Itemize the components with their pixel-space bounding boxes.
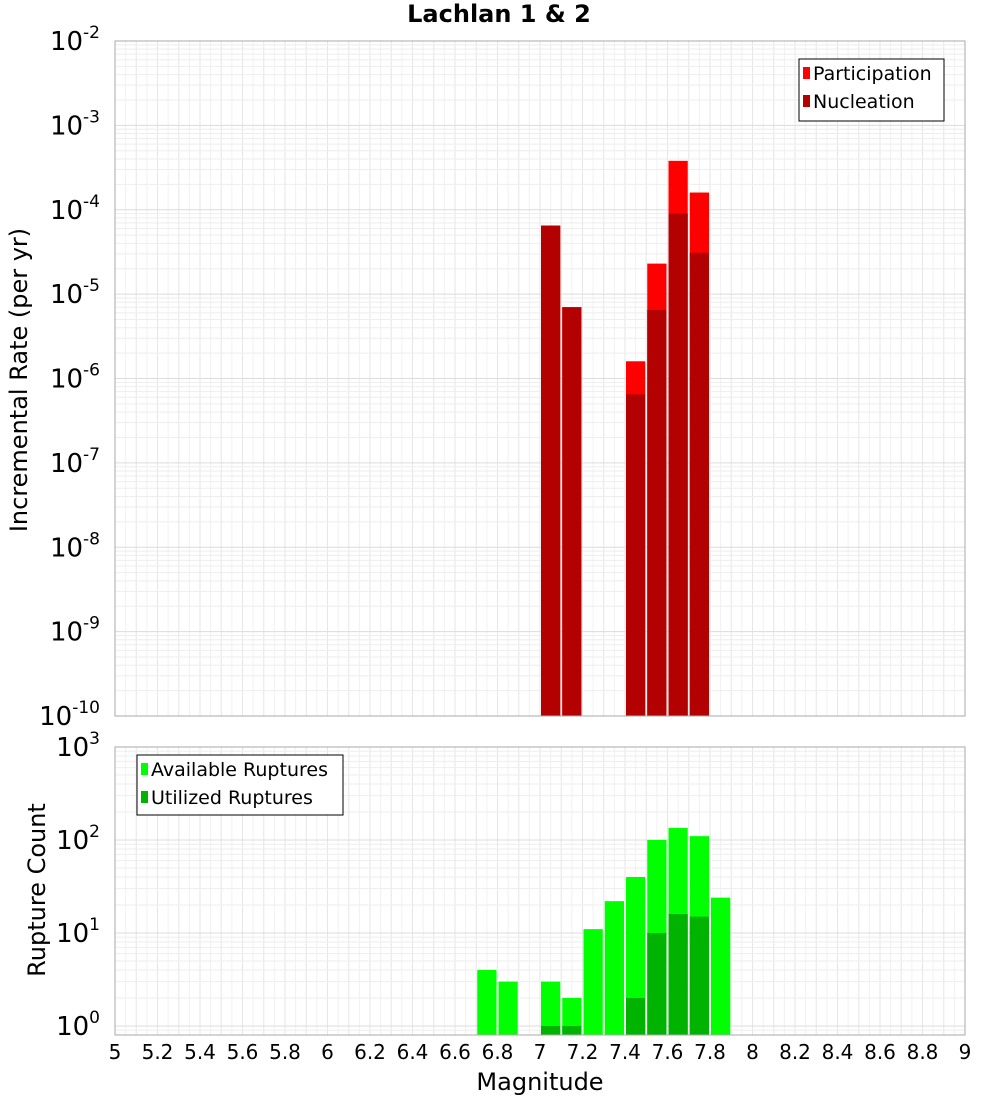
bar-nucleation — [647, 309, 667, 716]
bar-available-ruptures — [583, 929, 603, 1035]
bottom-y-axis-label: Rupture Count — [23, 803, 51, 977]
x-tick-label: 7.6 — [652, 1040, 684, 1064]
x-tick-label: 9 — [959, 1040, 972, 1064]
x-tick-label: 7 — [534, 1040, 547, 1064]
legend-label: Nucleation — [813, 91, 915, 113]
legend-swatch — [803, 67, 810, 79]
y-tick-label: 10-2 — [50, 23, 100, 57]
x-tick-label: 5 — [109, 1040, 122, 1064]
bar-nucleation — [562, 307, 582, 716]
bar-available-ruptures — [498, 981, 518, 1035]
bar-utilized-ruptures — [562, 1025, 582, 1035]
x-tick-label: 8.8 — [907, 1040, 939, 1064]
bar-nucleation — [668, 213, 688, 717]
y-tick-label: 10-8 — [50, 529, 100, 563]
bar-nucleation — [626, 394, 646, 716]
legend-swatch — [141, 791, 148, 803]
x-tick-label: 7.4 — [609, 1040, 641, 1064]
plot-frame — [114, 40, 966, 717]
chart-title: Lachlan 1 & 2 — [407, 0, 591, 28]
bar-utilized-ruptures — [689, 916, 709, 1035]
x-tick-label: 5.2 — [142, 1040, 174, 1064]
y-tick-label: 100 — [56, 1008, 100, 1042]
y-tick-label: 10-10 — [39, 698, 100, 732]
y-tick-label: 10-7 — [50, 445, 100, 479]
legend-label: Participation — [813, 63, 932, 85]
bar-utilized-ruptures — [647, 932, 667, 1035]
x-tick-label: 7.8 — [694, 1040, 726, 1064]
legend-label: Available Ruptures — [151, 759, 328, 781]
x-tick-label: 6 — [321, 1040, 334, 1064]
x-tick-label: 6.4 — [397, 1040, 429, 1064]
y-tick-label: 101 — [56, 915, 100, 949]
x-tick-label: 6.8 — [482, 1040, 514, 1064]
bar-utilized-ruptures — [626, 997, 646, 1035]
y-tick-label: 103 — [56, 729, 100, 763]
x-tick-label: 5.4 — [184, 1040, 216, 1064]
x-tick-label: 8.6 — [864, 1040, 896, 1064]
rupture-count-panel: 100 101 102 103 Available Ruptures Utilized R… — [56, 729, 971, 1064]
y-tick-label: 10-3 — [50, 107, 100, 141]
y-tick-label: 10-5 — [50, 276, 100, 310]
legend-box — [136, 754, 344, 816]
bar-available-ruptures — [626, 877, 646, 1035]
bar-available-ruptures — [604, 901, 624, 1035]
x-tick-label: 8.2 — [779, 1040, 811, 1064]
y-tick-label: 102 — [56, 822, 100, 856]
bar-available-ruptures — [541, 981, 561, 1035]
legend-label: Utilized Ruptures — [151, 787, 313, 809]
bar-available-ruptures — [711, 897, 731, 1035]
x-tick-label: 6.2 — [354, 1040, 386, 1064]
bar-utilized-ruptures — [668, 914, 688, 1035]
legend-box — [798, 58, 945, 122]
x-tick-label: 8.4 — [822, 1040, 854, 1064]
bar-nucleation — [689, 252, 709, 716]
y-tick-label: 10-9 — [50, 614, 100, 648]
y-tick-label: 10-4 — [50, 192, 100, 226]
x-tick-label: 7.2 — [567, 1040, 599, 1064]
top-y-axis-label: Incremental Rate (per yr) — [5, 228, 33, 532]
bar-nucleation — [541, 225, 561, 716]
y-tick-label: 10-6 — [50, 361, 100, 395]
bar-available-ruptures — [477, 969, 497, 1035]
bar-available-ruptures — [562, 997, 582, 1035]
x-tick-label: 5.8 — [269, 1040, 301, 1064]
x-tick-label: 8 — [746, 1040, 759, 1064]
x-tick-label: 5.6 — [227, 1040, 259, 1064]
legend-swatch — [141, 763, 148, 775]
rate-panel: 10-10 10-9 10-8 10-7 10-6 10-5 10-4 10-3 10-2 Par… — [39, 23, 966, 732]
bar-utilized-ruptures — [541, 1025, 561, 1035]
legend-swatch — [803, 95, 810, 107]
plot-frame — [114, 746, 966, 1036]
x-tick-label: 6.6 — [439, 1040, 471, 1064]
x-axis-label: Magnitude — [476, 1068, 603, 1096]
